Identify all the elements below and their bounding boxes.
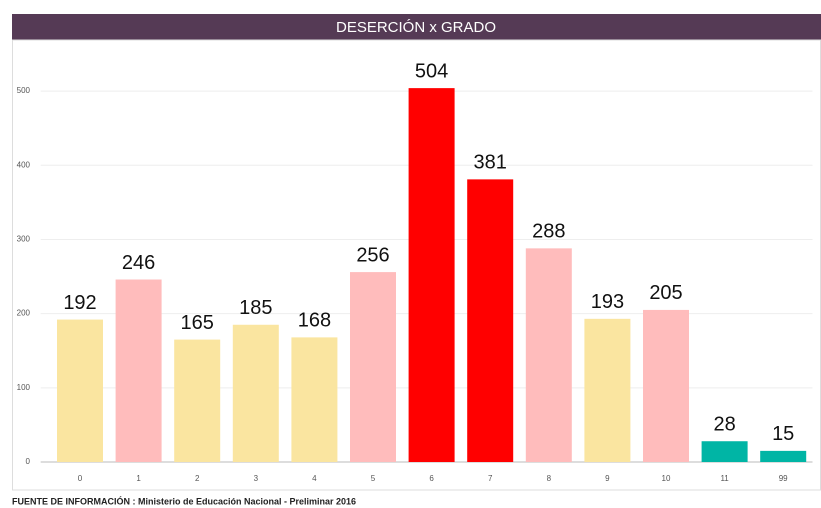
bar: [57, 319, 103, 462]
bar: [174, 339, 221, 462]
x-tick-label: 0: [78, 474, 83, 483]
value-label: 193: [591, 291, 624, 313]
bar: [232, 324, 279, 462]
bar: [115, 279, 162, 462]
y-tick-label: 500: [17, 86, 31, 95]
y-tick-label: 300: [17, 235, 31, 244]
value-label: 165: [181, 312, 214, 334]
x-tick-label: 8: [547, 474, 552, 483]
x-tick-label: 99: [779, 474, 788, 483]
value-label: 168: [298, 310, 331, 332]
value-label: 28: [713, 414, 735, 436]
x-tick-label: 9: [605, 474, 610, 483]
bar: [291, 337, 338, 462]
value-label: 192: [63, 292, 96, 314]
bar: [701, 441, 748, 462]
title-bar: [12, 14, 821, 40]
x-tick-label: 6: [429, 474, 434, 483]
value-label: 205: [649, 282, 682, 304]
value-label: 256: [356, 244, 389, 266]
x-tick-label: 3: [254, 474, 259, 483]
x-tick-label: 7: [488, 474, 493, 483]
chart-title: DESERCIÓN x GRADO: [336, 19, 496, 36]
bar: [350, 272, 396, 462]
x-tick-label: 1: [136, 474, 141, 483]
x-tick-label: 10: [662, 474, 671, 483]
value-label: 381: [474, 152, 507, 174]
bar: [467, 179, 514, 462]
y-tick-label: 100: [17, 383, 31, 392]
value-label: 246: [122, 252, 155, 274]
x-tick-label: 2: [195, 474, 200, 483]
bar: [643, 309, 689, 462]
y-tick-label: 0: [26, 457, 31, 466]
bar: [525, 248, 572, 462]
source-note: FUENTE DE INFORMACIÓN : Ministerio de Ed…: [12, 495, 356, 506]
y-tick-label: 200: [17, 309, 31, 318]
bar: [408, 88, 455, 463]
bar: [760, 450, 807, 462]
x-tick-label: 5: [371, 474, 376, 483]
x-tick-label: 4: [312, 474, 317, 483]
value-label: 185: [239, 297, 272, 319]
value-label: 288: [532, 221, 565, 243]
y-tick-label: 400: [17, 160, 31, 169]
value-label: 15: [772, 423, 794, 445]
x-tick-label: 11: [720, 474, 729, 483]
bar: [584, 318, 631, 462]
value-label: 504: [415, 60, 448, 82]
